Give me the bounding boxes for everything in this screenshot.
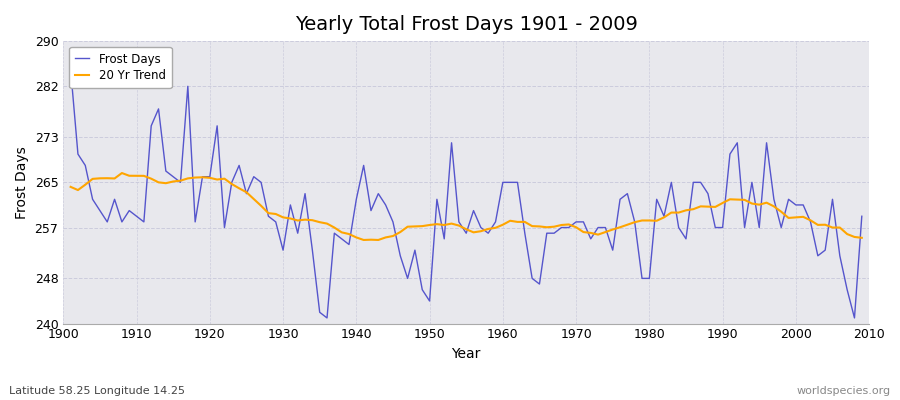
Text: worldspecies.org: worldspecies.org (796, 386, 891, 396)
Frost Days (505, 180, 516, 185)
Y-axis label: Frost Days: Frost Days (15, 146, 29, 219)
20 Yr Trend (512, 220, 523, 224)
Legend: Frost Days, 20 Yr Trend: Frost Days, 20 Yr Trend (69, 47, 172, 88)
20 Yr Trend (292, 218, 303, 223)
Frost Days (857, 214, 868, 219)
X-axis label: Year: Year (452, 347, 481, 361)
Text: Latitude 58.25 Longitude 14.25: Latitude 58.25 Longitude 14.25 (9, 386, 185, 396)
Frost Days (124, 208, 135, 213)
Frost Days (321, 316, 332, 320)
Line: 20 Yr Trend: 20 Yr Trend (70, 173, 862, 240)
Frost Days (65, 67, 76, 72)
Line: Frost Days: Frost Days (70, 69, 862, 318)
20 Yr Trend (116, 171, 127, 176)
20 Yr Trend (65, 184, 76, 189)
20 Yr Trend (600, 230, 611, 234)
Frost Days (593, 225, 604, 230)
Frost Days (498, 180, 508, 185)
20 Yr Trend (131, 174, 142, 178)
20 Yr Trend (358, 238, 369, 242)
Frost Days (337, 236, 347, 241)
Frost Days (285, 202, 296, 207)
20 Yr Trend (337, 230, 347, 235)
20 Yr Trend (505, 218, 516, 223)
Title: Yearly Total Frost Days 1901 - 2009: Yearly Total Frost Days 1901 - 2009 (295, 15, 637, 34)
20 Yr Trend (857, 236, 868, 240)
